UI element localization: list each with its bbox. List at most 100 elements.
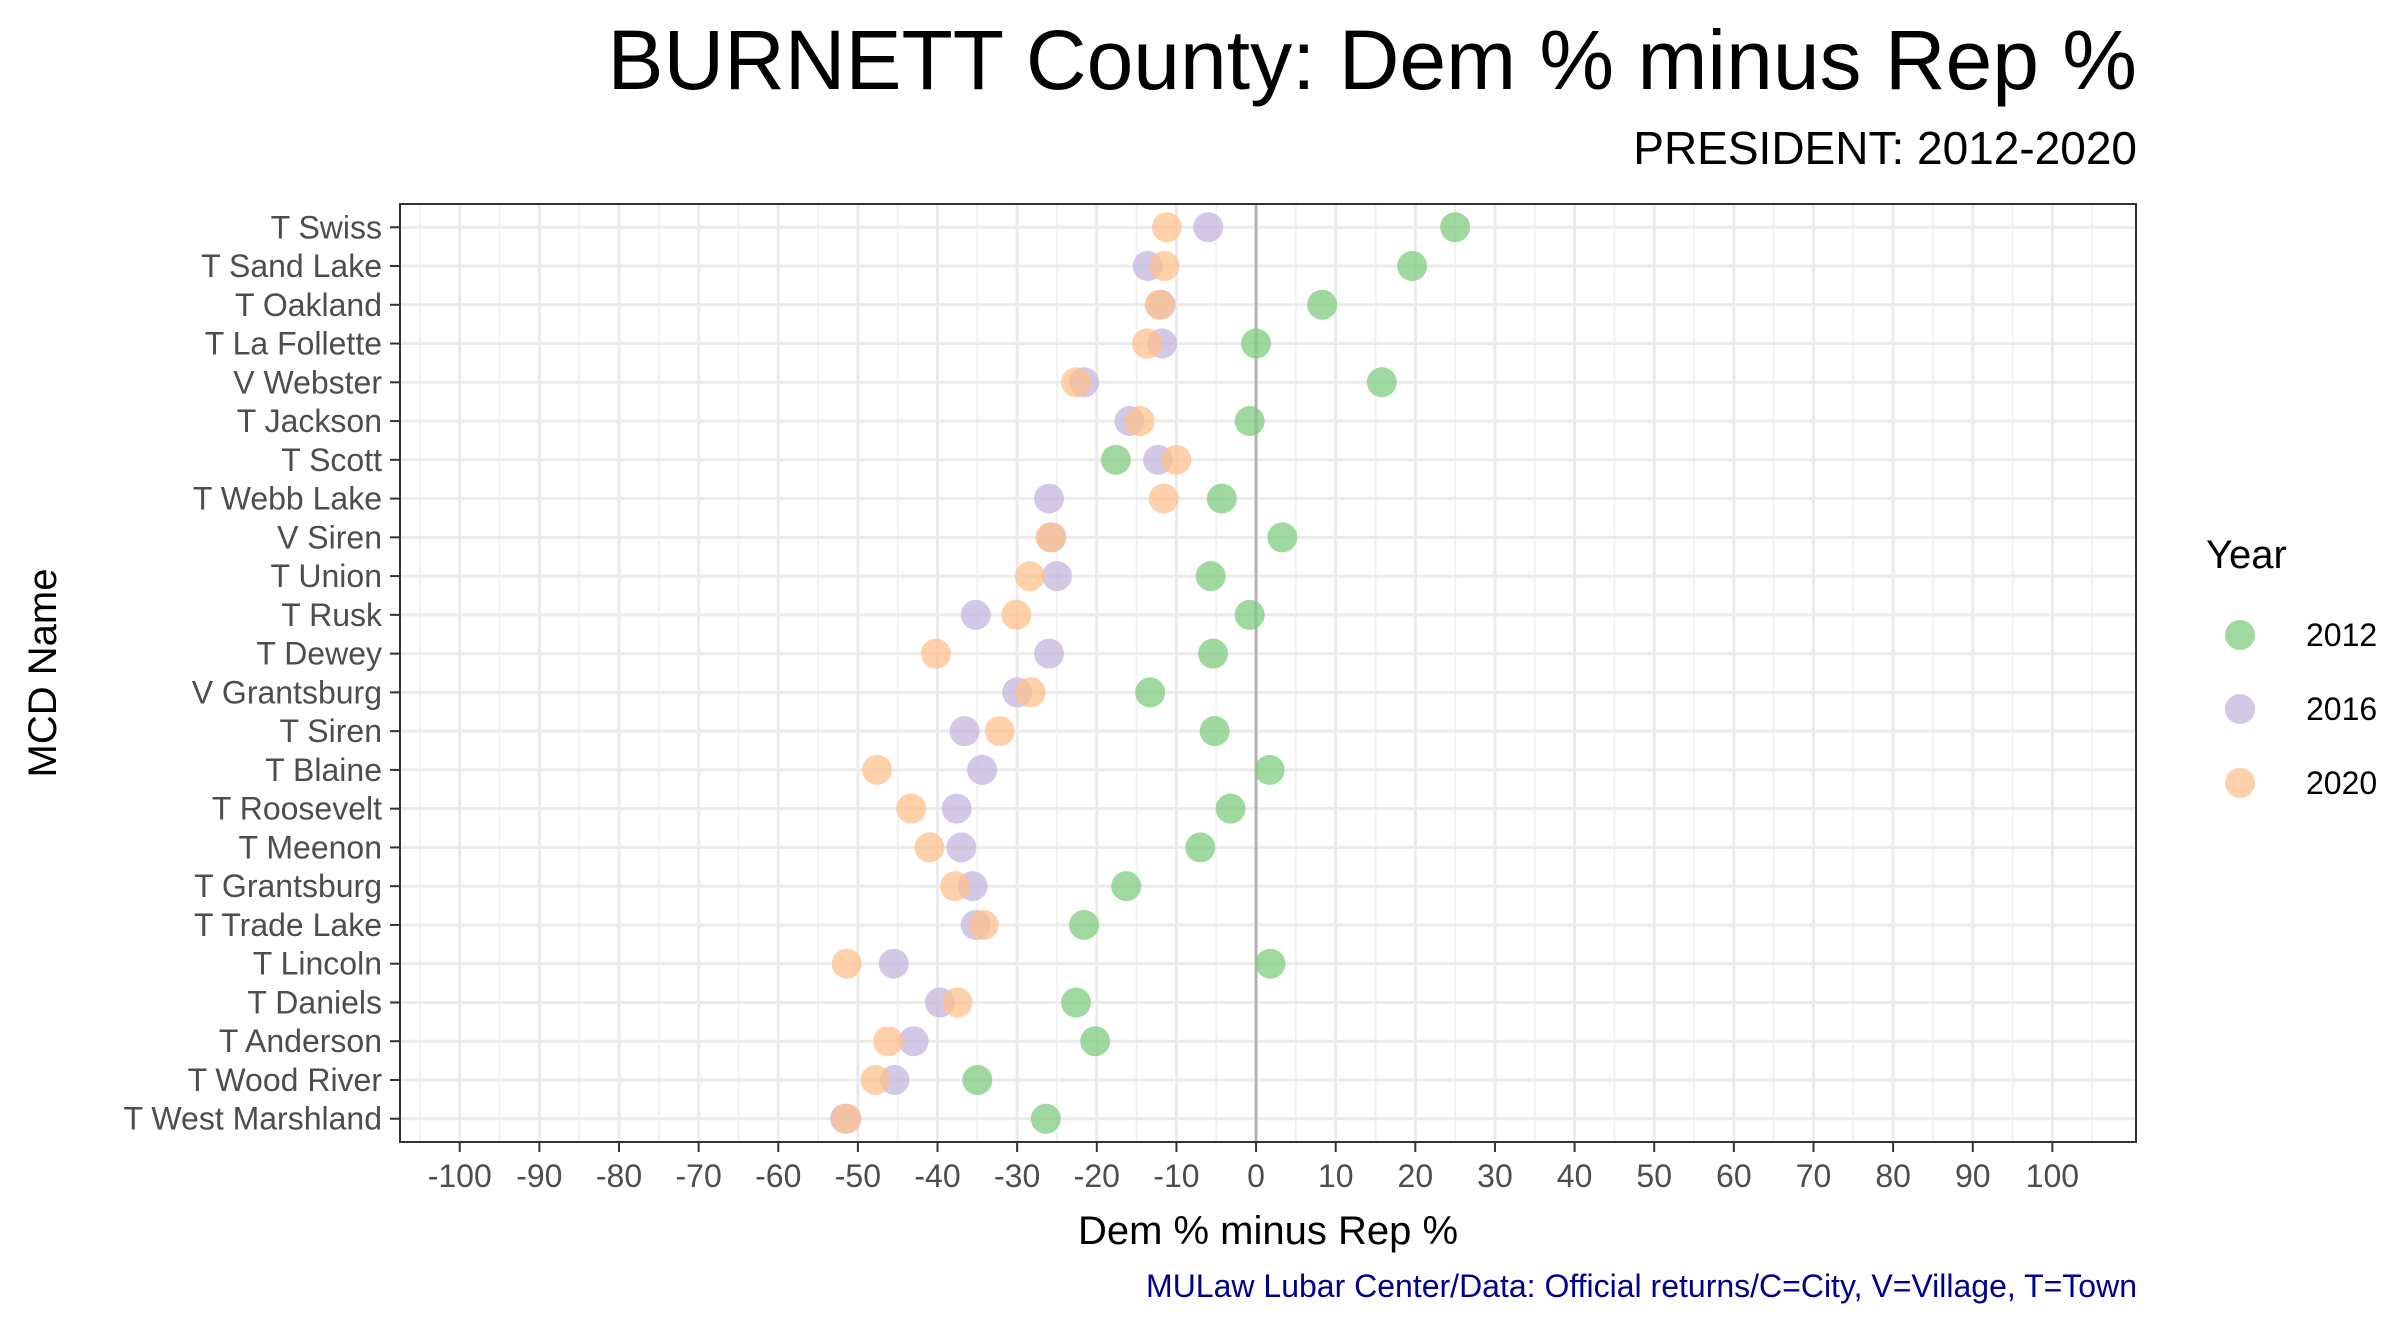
point-2020-t-roosevelt — [896, 793, 927, 824]
point-2012-t-union — [1195, 561, 1226, 592]
point-2020-v-grantsburg — [1015, 677, 1046, 708]
point-2020-t-swiss — [1151, 212, 1182, 243]
point-2012-t-anderson — [1080, 1026, 1111, 1057]
x-tick-label: -50 — [835, 1158, 881, 1194]
legend-label-2020: 2020 — [2306, 765, 2377, 801]
y-tick-label: T Jackson — [237, 403, 382, 439]
point-2020-t-daniels — [942, 987, 973, 1018]
point-2012-t-roosevelt — [1215, 793, 1246, 824]
y-tick-label: V Grantsburg — [192, 674, 382, 710]
point-2012-t-blaine — [1254, 754, 1285, 785]
x-tick-label: -10 — [1153, 1158, 1199, 1194]
point-2020-t-grantsburg — [940, 871, 971, 902]
point-2012-t-dewey — [1198, 638, 1229, 669]
point-2020-t-sand-lake — [1149, 251, 1180, 282]
point-2020-t-wood-river — [860, 1064, 891, 1095]
point-2012-t-grantsburg — [1111, 871, 1142, 902]
x-tick-label: 70 — [1796, 1158, 1832, 1194]
point-2012-v-webster — [1366, 367, 1397, 398]
x-axis-title: Dem % minus Rep % — [1078, 1209, 1458, 1253]
x-tick-label: 90 — [1955, 1158, 1991, 1194]
point-2020-v-siren — [1035, 522, 1066, 553]
y-tick-label: T Scott — [281, 442, 382, 478]
x-tick-label: -60 — [755, 1158, 801, 1194]
point-2016-t-union — [1041, 561, 1072, 592]
point-2016-t-blaine — [967, 754, 998, 785]
point-2020-t-dewey — [920, 638, 951, 669]
point-2016-t-roosevelt — [941, 793, 972, 824]
x-tick-label: 10 — [1318, 1158, 1354, 1194]
y-tick-label: T Grantsburg — [194, 868, 382, 904]
y-tick-label: T Daniels — [247, 984, 382, 1020]
y-tick-label: V Siren — [277, 519, 382, 555]
panel-border — [399, 203, 2137, 1143]
point-2012-t-webb-lake — [1206, 483, 1237, 514]
point-2012-t-sand-lake — [1397, 251, 1428, 282]
legend-key-2012 — [2225, 620, 2255, 650]
point-2012-t-la-follette — [1241, 328, 1272, 359]
y-tick-label: T Anderson — [219, 1023, 382, 1059]
point-2016-t-rusk — [960, 599, 991, 630]
y-tick-label: T Webb Lake — [193, 481, 382, 517]
data-points — [830, 212, 1471, 1134]
point-2016-t-swiss — [1193, 212, 1224, 243]
x-tick-label: -100 — [428, 1158, 492, 1194]
chart-subtitle: PRESIDENT: 2012-2020 — [1633, 122, 2137, 174]
point-2016-t-webb-lake — [1034, 483, 1065, 514]
point-2020-t-meenon — [914, 832, 945, 863]
point-2016-t-dewey — [1034, 638, 1065, 669]
x-tick-label: 100 — [2026, 1158, 2079, 1194]
point-2012-t-meenon — [1185, 832, 1216, 863]
point-2020-t-union — [1014, 561, 1045, 592]
point-2012-t-swiss — [1440, 212, 1471, 243]
point-2012-t-west-marshland — [1030, 1103, 1061, 1134]
point-2012-t-oakland — [1307, 289, 1338, 320]
point-2012-t-scott — [1100, 444, 1131, 475]
chart-title: BURNETT County: Dem % minus Rep % — [607, 13, 2137, 107]
y-tick-label: T Oakland — [235, 287, 382, 323]
y-tick-label: T Sand Lake — [201, 248, 382, 284]
y-tick-label: T West Marshland — [124, 1101, 382, 1137]
legend-key-2016 — [2225, 694, 2255, 724]
x-tick-label: 30 — [1477, 1158, 1513, 1194]
y-tick-label: T Meenon — [239, 829, 383, 865]
legend-label-2016: 2016 — [2306, 691, 2377, 727]
y-tick-label: V Webster — [233, 364, 382, 400]
point-2020-t-west-marshland — [831, 1103, 862, 1134]
legend-label-2012: 2012 — [2306, 617, 2377, 653]
chart-caption: MULaw Lubar Center/Data: Official return… — [1146, 1268, 2137, 1304]
point-2020-t-webb-lake — [1148, 483, 1179, 514]
grid-lines — [400, 204, 2136, 1142]
x-tick-label: -40 — [914, 1158, 960, 1194]
point-2012-v-siren — [1267, 522, 1298, 553]
point-2012-t-jackson — [1234, 406, 1265, 437]
point-2020-v-webster — [1061, 367, 1092, 398]
y-tick-label: T Siren — [279, 713, 382, 749]
y-axis-title: MCD Name — [21, 569, 65, 778]
point-2020-t-rusk — [1001, 599, 1032, 630]
point-2016-t-lincoln — [878, 948, 909, 979]
point-2012-t-daniels — [1061, 987, 1092, 1018]
x-tick-label: -80 — [596, 1158, 642, 1194]
point-2012-t-trade-lake — [1069, 909, 1100, 940]
x-tick-label: -30 — [994, 1158, 1040, 1194]
point-2012-t-rusk — [1234, 599, 1265, 630]
x-tick-label: 40 — [1557, 1158, 1593, 1194]
legend-title: Year — [2206, 533, 2287, 577]
point-2020-t-la-follette — [1131, 328, 1162, 359]
point-2016-t-siren — [949, 716, 980, 747]
legend: Year 2012 2016 2020 — [2206, 533, 2377, 801]
point-2020-t-anderson — [873, 1026, 904, 1057]
point-2020-t-jackson — [1124, 406, 1155, 437]
y-tick-label: T Roosevelt — [212, 791, 382, 827]
x-tick-label: 20 — [1398, 1158, 1434, 1194]
y-tick-label: T Wood River — [188, 1062, 383, 1098]
y-tick-label: T Union — [271, 558, 382, 594]
y-tick-label: T Trade Lake — [194, 907, 382, 943]
point-2020-t-siren — [984, 716, 1015, 747]
x-tick-label: 0 — [1247, 1158, 1265, 1194]
point-2016-t-meenon — [946, 832, 977, 863]
point-2020-t-oakland — [1144, 289, 1175, 320]
